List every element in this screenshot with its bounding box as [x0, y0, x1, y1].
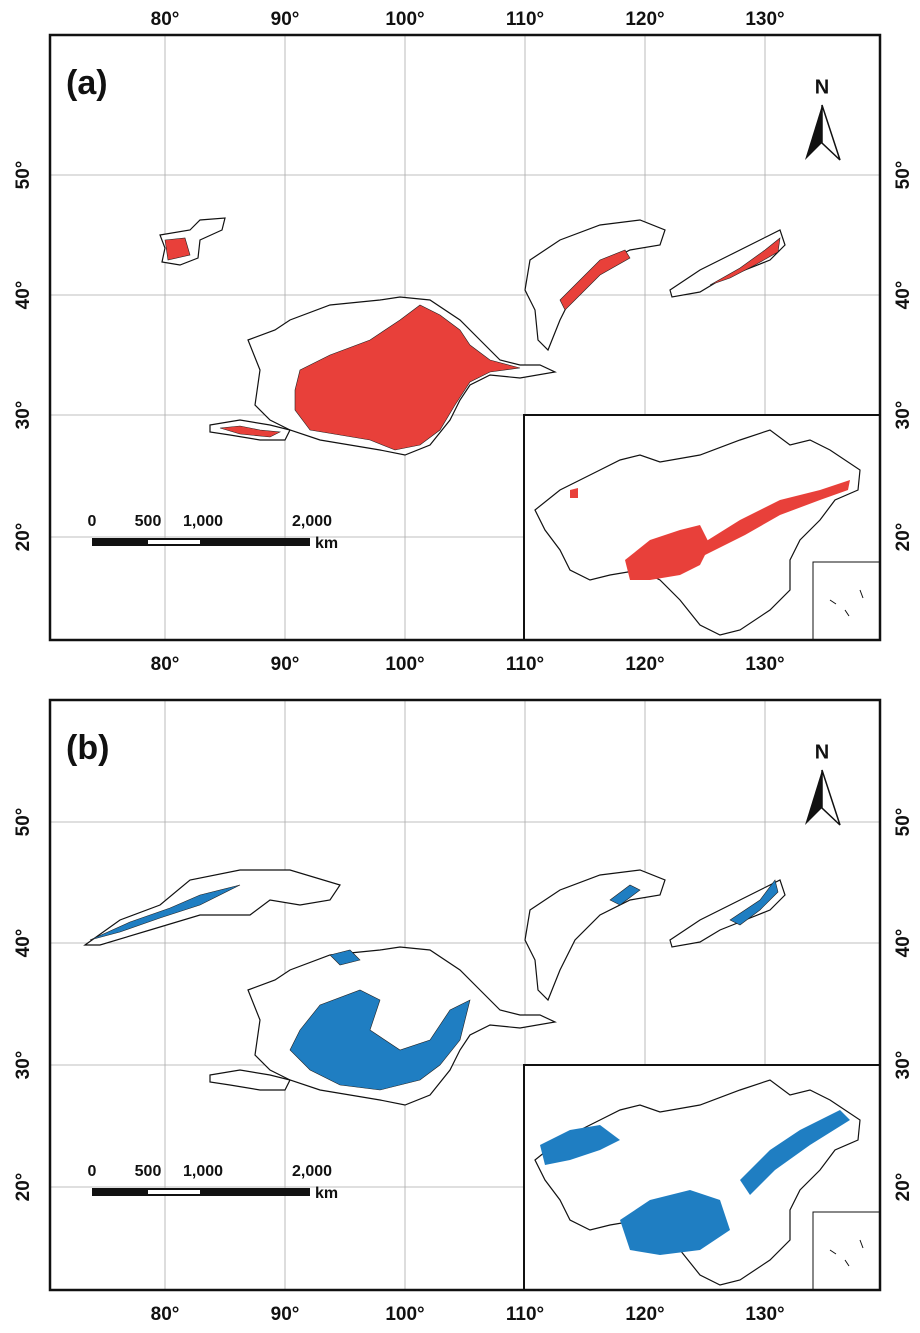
region-outline: [669, 879, 786, 948]
panel-frame: [48, 33, 882, 642]
panel-label: (a): [66, 64, 108, 102]
inset-area: [570, 488, 578, 498]
lat-tick-label: 50°: [893, 161, 914, 190]
region-outline: [83, 869, 341, 946]
inset-south-sea: [812, 561, 881, 641]
lat-tick-label: 30°: [13, 1051, 34, 1080]
distribution-area: [729, 879, 779, 926]
inset-area: [540, 1125, 620, 1165]
lon-tick-label: 130°: [745, 654, 784, 675]
inset-islands: [829, 1239, 864, 1267]
distribution-area: [289, 989, 471, 1091]
lat-tick-label: 50°: [13, 808, 34, 837]
region-outline: [524, 869, 666, 1002]
lat-tick-label: 20°: [13, 1173, 34, 1202]
scale-label: 2,000: [292, 1163, 332, 1180]
scale-bar: [92, 1188, 310, 1196]
inset-islands: [829, 589, 864, 617]
scale-unit: km: [315, 535, 338, 552]
scale-label: 1,000: [183, 513, 223, 530]
lat-tick-label: 40°: [13, 929, 34, 958]
panel-frame: [48, 698, 882, 1292]
lon-tick-label: 90°: [271, 1304, 300, 1325]
inset-area: [700, 480, 850, 555]
lon-tick-label: 80°: [151, 654, 180, 675]
lon-tick-label: 80°: [151, 9, 180, 30]
inset-area: [620, 1190, 730, 1255]
lon-tick-label: 90°: [271, 9, 300, 30]
north-label: N: [815, 76, 829, 98]
distribution-area: [164, 237, 191, 261]
north-arrow-right: [821, 769, 841, 826]
scale-label: 500: [135, 1163, 162, 1180]
lat-tick-label: 20°: [893, 1173, 914, 1202]
lon-tick-label: 110°: [506, 654, 544, 675]
scale-label: 2,000: [292, 513, 332, 530]
lat-tick-label: 20°: [13, 523, 34, 552]
lat-tick-label: 30°: [893, 401, 914, 430]
north-arrow-right: [821, 104, 841, 161]
north-label: N: [815, 741, 829, 763]
scale-label: 500: [135, 513, 162, 530]
lon-tick-label: 130°: [745, 1304, 784, 1325]
lat-tick-label: 50°: [893, 808, 914, 837]
scale-label: 0: [88, 1163, 97, 1180]
distribution-area: [559, 249, 631, 311]
lon-tick-label: 100°: [385, 9, 424, 30]
inset-china: [534, 1079, 861, 1286]
north-arrow-left: [805, 105, 822, 160]
lon-tick-label: 80°: [151, 1304, 180, 1325]
map-panel: (a) 80° 90° 100° 110° 120° 130° 80° 90° 100° 110° 1…: [13, 9, 914, 675]
lat-tick-label: 50°: [13, 161, 34, 190]
distribution-area: [609, 884, 641, 906]
distribution-area: [329, 949, 361, 966]
scale-bar-white: [148, 540, 200, 544]
lon-tick-label: 110°: [506, 9, 544, 30]
lon-tick-label: 110°: [506, 1304, 544, 1325]
scale-label: 0: [88, 513, 97, 530]
inset-south-sea: [812, 1211, 881, 1291]
lon-tick-label: 130°: [745, 9, 784, 30]
distribution-area: [294, 304, 521, 451]
scale-label: 1,000: [183, 1163, 223, 1180]
region-outline: [524, 219, 666, 352]
lat-tick-label: 20°: [893, 523, 914, 552]
north-arrow-left: [805, 770, 822, 825]
scale-bar-white: [148, 1190, 200, 1194]
lon-tick-label: 120°: [625, 9, 664, 30]
inset-area: [740, 1110, 850, 1195]
lat-tick-label: 40°: [893, 281, 914, 310]
panel-label: (b): [66, 729, 109, 767]
region-outline: [209, 1069, 291, 1091]
lon-tick-label: 100°: [385, 654, 424, 675]
lon-tick-label: 90°: [271, 654, 300, 675]
lon-tick-label: 100°: [385, 1304, 424, 1325]
lat-tick-label: 40°: [13, 281, 34, 310]
scale-bar: [92, 538, 310, 546]
map-panel: (b) 80° 90° 100° 110° 120° 130° 20° 20° 30° 30° 40°…: [13, 698, 914, 1325]
scale-unit: km: [315, 1185, 338, 1202]
region-outline: [669, 229, 786, 298]
distribution-area: [219, 425, 282, 438]
distribution-area: [709, 237, 781, 286]
lon-tick-label: 120°: [625, 654, 664, 675]
inset-area: [625, 525, 710, 580]
distribution-area: [89, 884, 241, 941]
lat-tick-label: 40°: [893, 929, 914, 958]
lat-tick-label: 30°: [893, 1051, 914, 1080]
lat-tick-label: 30°: [13, 401, 34, 430]
lon-tick-label: 120°: [625, 1304, 664, 1325]
